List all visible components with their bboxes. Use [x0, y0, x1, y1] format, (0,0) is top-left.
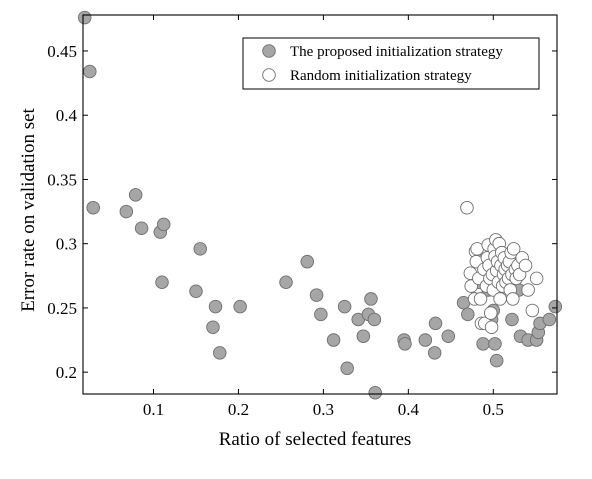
y-tick-label: 0.2: [56, 363, 77, 382]
legend: The proposed initialization strategy Rand…: [242, 37, 540, 90]
data-point: [208, 299, 223, 314]
legend-marker-1: [262, 44, 276, 58]
data-point: [506, 292, 520, 306]
data-point: [155, 275, 169, 289]
data-point: [476, 337, 490, 351]
legend-box: [242, 37, 540, 90]
data-point: [119, 204, 134, 219]
data-point: [326, 333, 341, 347]
axis-ticks: 0.1 0.2 0.3 0.4 0.5 0.2 0.25 0.3 0.35 0.4 0.45: [47, 14, 558, 419]
data-point: [525, 303, 540, 318]
data-point: [427, 346, 442, 360]
data-point: [77, 10, 92, 25]
data-point: [134, 221, 149, 236]
data-point: [489, 353, 504, 368]
x-tick-label: 0.4: [398, 400, 420, 419]
y-tick-label: 0.3: [56, 235, 77, 254]
data-point: [314, 307, 328, 322]
legend-label-2: Random initialization strategy: [290, 68, 472, 84]
x-tick-label: 0.5: [483, 400, 504, 419]
y-axis-title: Error rate on validation set: [18, 107, 39, 311]
data-point: [483, 306, 498, 320]
data-point: [473, 292, 488, 306]
data-point: [461, 307, 475, 322]
data-point: [356, 329, 371, 343]
data-point: [518, 258, 533, 273]
data-point: [279, 275, 293, 289]
x-tick-label: 0.3: [313, 400, 334, 419]
data-point: [300, 254, 315, 269]
data-point: [460, 200, 474, 215]
data-point: [309, 288, 324, 302]
data-point: [521, 283, 535, 297]
legend-marker-2: [262, 68, 276, 82]
data-point: [193, 242, 207, 256]
data-point: [86, 200, 100, 215]
y-tick-label: 0.25: [47, 299, 77, 318]
x-tick-label: 0.1: [143, 400, 164, 419]
data-point: [529, 271, 544, 286]
data-point: [484, 320, 499, 334]
series-2-points: [460, 200, 544, 334]
data-point: [548, 299, 563, 314]
y-tick-label: 0.35: [47, 170, 77, 189]
data-point: [488, 337, 502, 351]
data-point: [418, 333, 433, 347]
y-tick-label: 0.45: [47, 42, 77, 61]
data-point: [364, 292, 378, 306]
x-axis-title: Ratio of selected features: [219, 429, 412, 450]
data-point: [493, 292, 507, 306]
data-point: [340, 361, 354, 376]
data-point: [542, 312, 557, 327]
data-point: [189, 284, 203, 298]
data-point: [441, 329, 456, 343]
data-point: [368, 385, 382, 400]
data-point: [233, 299, 247, 314]
plot-frame: [82, 14, 558, 395]
data-point: [506, 242, 521, 256]
legend-label-1: The proposed initialization strategy: [290, 44, 503, 60]
data-point: [337, 299, 352, 314]
data-point: [367, 312, 382, 327]
y-tick-label: 0.4: [56, 106, 78, 125]
data-point: [428, 316, 443, 331]
x-tick-label: 0.2: [228, 400, 249, 419]
data-point: [505, 312, 519, 327]
data-point: [128, 188, 143, 202]
data-point: [213, 346, 227, 360]
data-point: [83, 64, 97, 79]
data-point: [206, 320, 220, 334]
data-point: [398, 337, 412, 351]
plot-area: [77, 10, 563, 400]
data-point: [156, 217, 171, 232]
